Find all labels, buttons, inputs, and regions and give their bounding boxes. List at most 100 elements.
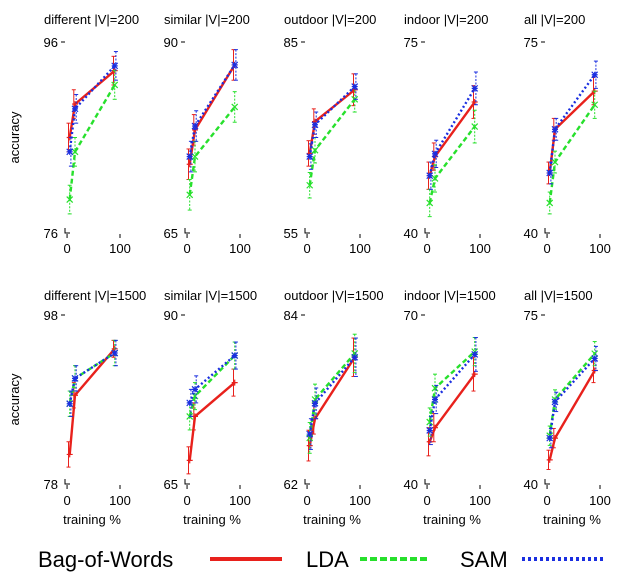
data-point (471, 84, 479, 92)
series-line (548, 352, 596, 436)
chart-panel-10: all |V|=1500 75 40 0 100 training % (524, 288, 611, 527)
data-point (471, 123, 479, 131)
series-line (548, 74, 596, 174)
series-lda (306, 86, 359, 199)
chart-panel-9: indoor |V|=1500 70 40 0 100 training % (404, 288, 496, 527)
axis-corner (304, 479, 310, 485)
data-point (546, 434, 554, 442)
data-point (546, 199, 554, 207)
axis-corner (64, 228, 70, 234)
series-lda (546, 341, 599, 446)
series-lda (186, 91, 239, 211)
data-point (551, 398, 559, 406)
data-point (551, 125, 559, 133)
data-point (71, 374, 79, 382)
y-axis-label: accuracy (7, 373, 22, 426)
series-lda (426, 337, 479, 437)
x-tick-label: 100 (109, 493, 131, 508)
x-tick-label: 0 (423, 241, 430, 256)
y-tick-label: 75 (524, 35, 538, 50)
x-axis-label: training % (63, 512, 121, 527)
chart-panel-5: all |V|=200 75 40 0 100 (524, 12, 611, 256)
y-tick-label: 62 (284, 477, 298, 492)
x-tick-label: 0 (543, 493, 550, 508)
y-tick-label: 84 (284, 308, 298, 323)
data-point (186, 399, 194, 407)
x-tick-label: 0 (63, 241, 70, 256)
data-point (546, 456, 553, 463)
data-point (306, 181, 314, 189)
data-point (72, 392, 78, 399)
legend: Bag-of-Words LDA SAM (38, 547, 604, 572)
data-point (66, 196, 74, 203)
series-sam (186, 49, 239, 173)
legend-item-sam: SAM (460, 547, 604, 572)
y-tick-label: 75 (404, 35, 418, 50)
y-tick-label: 75 (524, 308, 538, 323)
chart-panel-7: similar |V|=1500 90 65 0 100 training % (164, 288, 258, 527)
x-tick-label: 0 (303, 241, 310, 256)
chart-title: outdoor |V|=1500 (284, 288, 384, 303)
y-axis-label: accuracy (7, 111, 22, 164)
x-tick-label: 0 (543, 241, 550, 256)
y-tick-label: 90 (164, 308, 178, 323)
y-tick-label: 98 (44, 308, 58, 323)
data-point (431, 396, 439, 403)
data-point (426, 199, 434, 207)
x-tick-label: 100 (469, 493, 491, 508)
chart-title: all |V|=1500 (524, 288, 593, 303)
data-point (186, 191, 194, 199)
y-tick-label: 40 (404, 477, 418, 492)
data-point (552, 435, 558, 442)
x-axis-label: training % (543, 512, 601, 527)
series-bag-of-words (426, 85, 478, 190)
y-tick-label: 96 (44, 35, 58, 50)
data-point (591, 71, 599, 79)
legend-item-lda: LDA (306, 547, 430, 572)
series-bag-of-words (66, 339, 118, 468)
axis-corner (544, 228, 550, 234)
data-point (311, 399, 319, 407)
series-lda (426, 109, 479, 218)
x-tick-label: 100 (109, 241, 131, 256)
chart-title: outdoor |V|=200 (284, 12, 376, 27)
chart-title: all |V|=200 (524, 12, 585, 27)
data-point (66, 400, 74, 408)
x-axis-label: training % (183, 512, 241, 527)
x-tick-label: 100 (349, 493, 371, 508)
y-tick-label: 40 (404, 226, 418, 241)
data-point (186, 161, 193, 168)
x-tick-label: 100 (589, 493, 611, 508)
data-point (191, 153, 199, 161)
data-point (591, 101, 599, 109)
chart-title: similar |V|=200 (164, 12, 250, 27)
series-sam (426, 71, 479, 190)
x-tick-label: 0 (183, 493, 190, 508)
series-line (188, 354, 236, 417)
data-point (471, 99, 478, 106)
axis-corner (424, 479, 430, 485)
y-tick-label: 40 (524, 226, 538, 241)
axis-corner (304, 228, 310, 234)
x-tick-label: 100 (349, 241, 371, 256)
x-tick-label: 100 (229, 493, 251, 508)
axis-corner (544, 479, 550, 485)
series-line (188, 64, 236, 157)
series-line (68, 348, 116, 455)
y-tick-label: 65 (164, 477, 178, 492)
series-sam (66, 51, 119, 167)
series-bag-of-words (546, 357, 598, 471)
data-point (431, 175, 439, 182)
y-tick-label: 90 (164, 35, 178, 50)
data-point (351, 353, 359, 361)
data-point (306, 430, 314, 438)
series-line (188, 106, 236, 195)
chart-title: similar |V|=1500 (164, 288, 257, 303)
y-tick-label: 76 (44, 226, 58, 241)
axis-corner (184, 228, 190, 234)
series-sam (546, 345, 599, 449)
axis-corner (64, 479, 70, 485)
series-lda (546, 90, 599, 215)
series-lda (66, 70, 119, 215)
